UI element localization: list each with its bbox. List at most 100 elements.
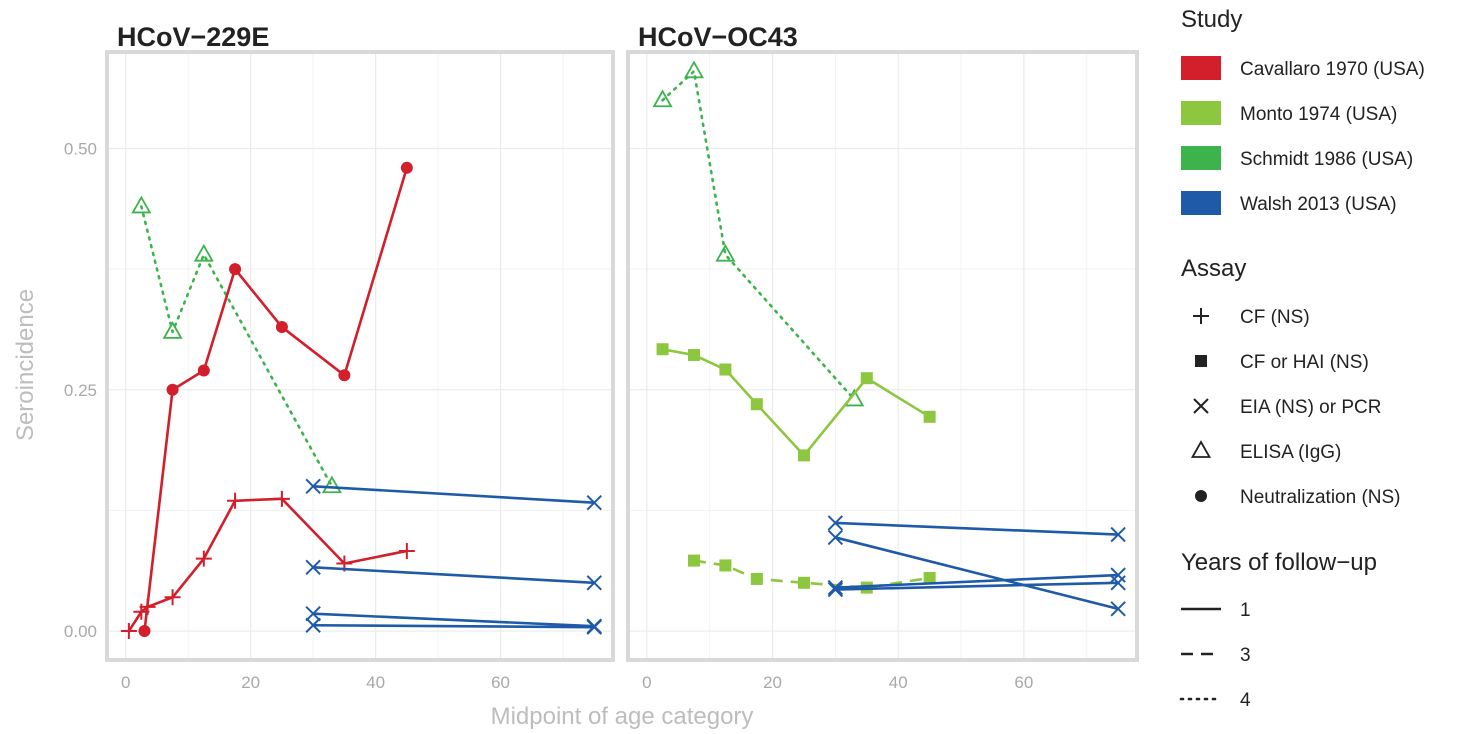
legend-shape-key xyxy=(1195,355,1207,367)
facet-panel: HCoV−OC43 0 20 40 60 xyxy=(626,22,1139,692)
series-line xyxy=(143,167,409,632)
data-point xyxy=(398,542,415,559)
legend-shape-key xyxy=(1193,308,1209,324)
data-point xyxy=(193,243,214,262)
data-point xyxy=(275,321,288,334)
data-point xyxy=(138,625,151,638)
legend-title-followup: Years of follow−up xyxy=(1181,549,1377,576)
data-series xyxy=(305,559,602,591)
legend-label: Monto 1974 (USA) xyxy=(1240,104,1397,125)
x-tick-label: 0 xyxy=(642,673,651,692)
data-series xyxy=(656,343,936,462)
data-point xyxy=(923,571,936,584)
x-tick-label: 60 xyxy=(491,673,510,692)
series-line xyxy=(835,573,1119,589)
legend-shape-key xyxy=(1193,398,1209,414)
legend-title-study: Study xyxy=(1181,6,1242,33)
data-point xyxy=(162,321,183,339)
data-point xyxy=(923,410,936,423)
series-line xyxy=(661,70,856,401)
data-point xyxy=(305,605,321,622)
series-line xyxy=(313,623,595,629)
data-point xyxy=(656,343,669,356)
data-point xyxy=(687,554,700,567)
legend-label: Neutralization (NS) xyxy=(1240,487,1401,508)
data-point xyxy=(586,494,602,511)
legend-label: CF or HAI (NS) xyxy=(1240,352,1369,373)
series-line xyxy=(313,484,595,504)
series-line xyxy=(313,612,595,628)
data-point xyxy=(797,576,810,589)
data-point xyxy=(827,515,844,531)
data-point xyxy=(400,161,413,174)
data-point xyxy=(227,492,244,509)
legend-label: EIA (NS) or PCR xyxy=(1240,397,1381,418)
data-series xyxy=(827,529,1126,617)
data-point xyxy=(131,195,152,214)
data-point xyxy=(1110,567,1126,583)
data-point xyxy=(1110,526,1126,543)
legend: Study Cavallaro 1970 (USA) Monto 1974 (USA… xyxy=(1179,6,1425,711)
data-series xyxy=(305,605,602,634)
series-line xyxy=(140,205,334,488)
data-point xyxy=(797,449,810,462)
data-series xyxy=(305,478,602,511)
legend-label: Schmidt 1986 (USA) xyxy=(1240,149,1413,170)
x-tick-label: 40 xyxy=(366,673,385,692)
data-point xyxy=(195,550,212,567)
series-line xyxy=(313,566,595,585)
data-series xyxy=(120,490,415,640)
series-line xyxy=(835,521,1119,536)
data-point xyxy=(687,349,700,362)
panel-frame xyxy=(105,50,615,662)
data-point xyxy=(229,263,242,276)
x-axis-title: Midpoint of age category xyxy=(491,703,754,730)
y-tick-label: 0.00 xyxy=(64,622,97,641)
legend-label: CF (NS) xyxy=(1240,307,1310,328)
data-point xyxy=(715,243,736,262)
data-point xyxy=(683,60,705,79)
data-point xyxy=(719,559,732,572)
x-tick-label: 40 xyxy=(889,673,908,692)
data-point xyxy=(586,575,602,591)
legend-color-swatch xyxy=(1181,191,1221,215)
x-tick-label: 20 xyxy=(763,673,782,692)
legend-shape-key xyxy=(1190,440,1212,458)
data-point xyxy=(827,581,844,598)
series-line xyxy=(835,581,1119,591)
data-point xyxy=(719,363,732,376)
legend-title-assay: Assay xyxy=(1181,255,1246,282)
legend-label: Walsh 2013 (USA) xyxy=(1240,194,1397,215)
data-point xyxy=(338,369,351,382)
legend-label: Cavallaro 1970 (USA) xyxy=(1240,59,1425,80)
data-point xyxy=(166,383,179,396)
legend-label: 3 xyxy=(1240,645,1251,666)
data-point xyxy=(750,398,763,411)
data-point xyxy=(305,617,321,633)
data-point xyxy=(750,572,763,585)
x-tick-label: 20 xyxy=(241,673,260,692)
data-series xyxy=(305,617,602,635)
legend-label: 1 xyxy=(1240,600,1251,621)
data-point xyxy=(321,475,342,494)
data-series xyxy=(827,567,1126,596)
data-point xyxy=(827,579,844,596)
data-point xyxy=(120,623,137,640)
y-tick-label: 0.25 xyxy=(64,381,97,400)
facet-panels: HCoV−229E 0 20 40 60 0.00 0.25 0.50 HCoV−OC43 0 20… xyxy=(64,22,1139,692)
data-point xyxy=(139,598,156,615)
legend-color-swatch xyxy=(1181,101,1221,125)
legend-color-swatch xyxy=(1181,56,1221,80)
data-series xyxy=(687,554,936,594)
panel-frame xyxy=(626,50,1139,662)
data-point xyxy=(273,490,290,507)
y-tick-label: 0.50 xyxy=(64,140,97,159)
data-point xyxy=(305,559,321,576)
legend-color-swatch xyxy=(1181,146,1221,170)
data-point xyxy=(860,372,873,385)
x-tick-label: 0 xyxy=(121,673,130,692)
data-point xyxy=(197,364,210,377)
data-series xyxy=(827,575,1126,598)
data-series xyxy=(138,161,413,638)
